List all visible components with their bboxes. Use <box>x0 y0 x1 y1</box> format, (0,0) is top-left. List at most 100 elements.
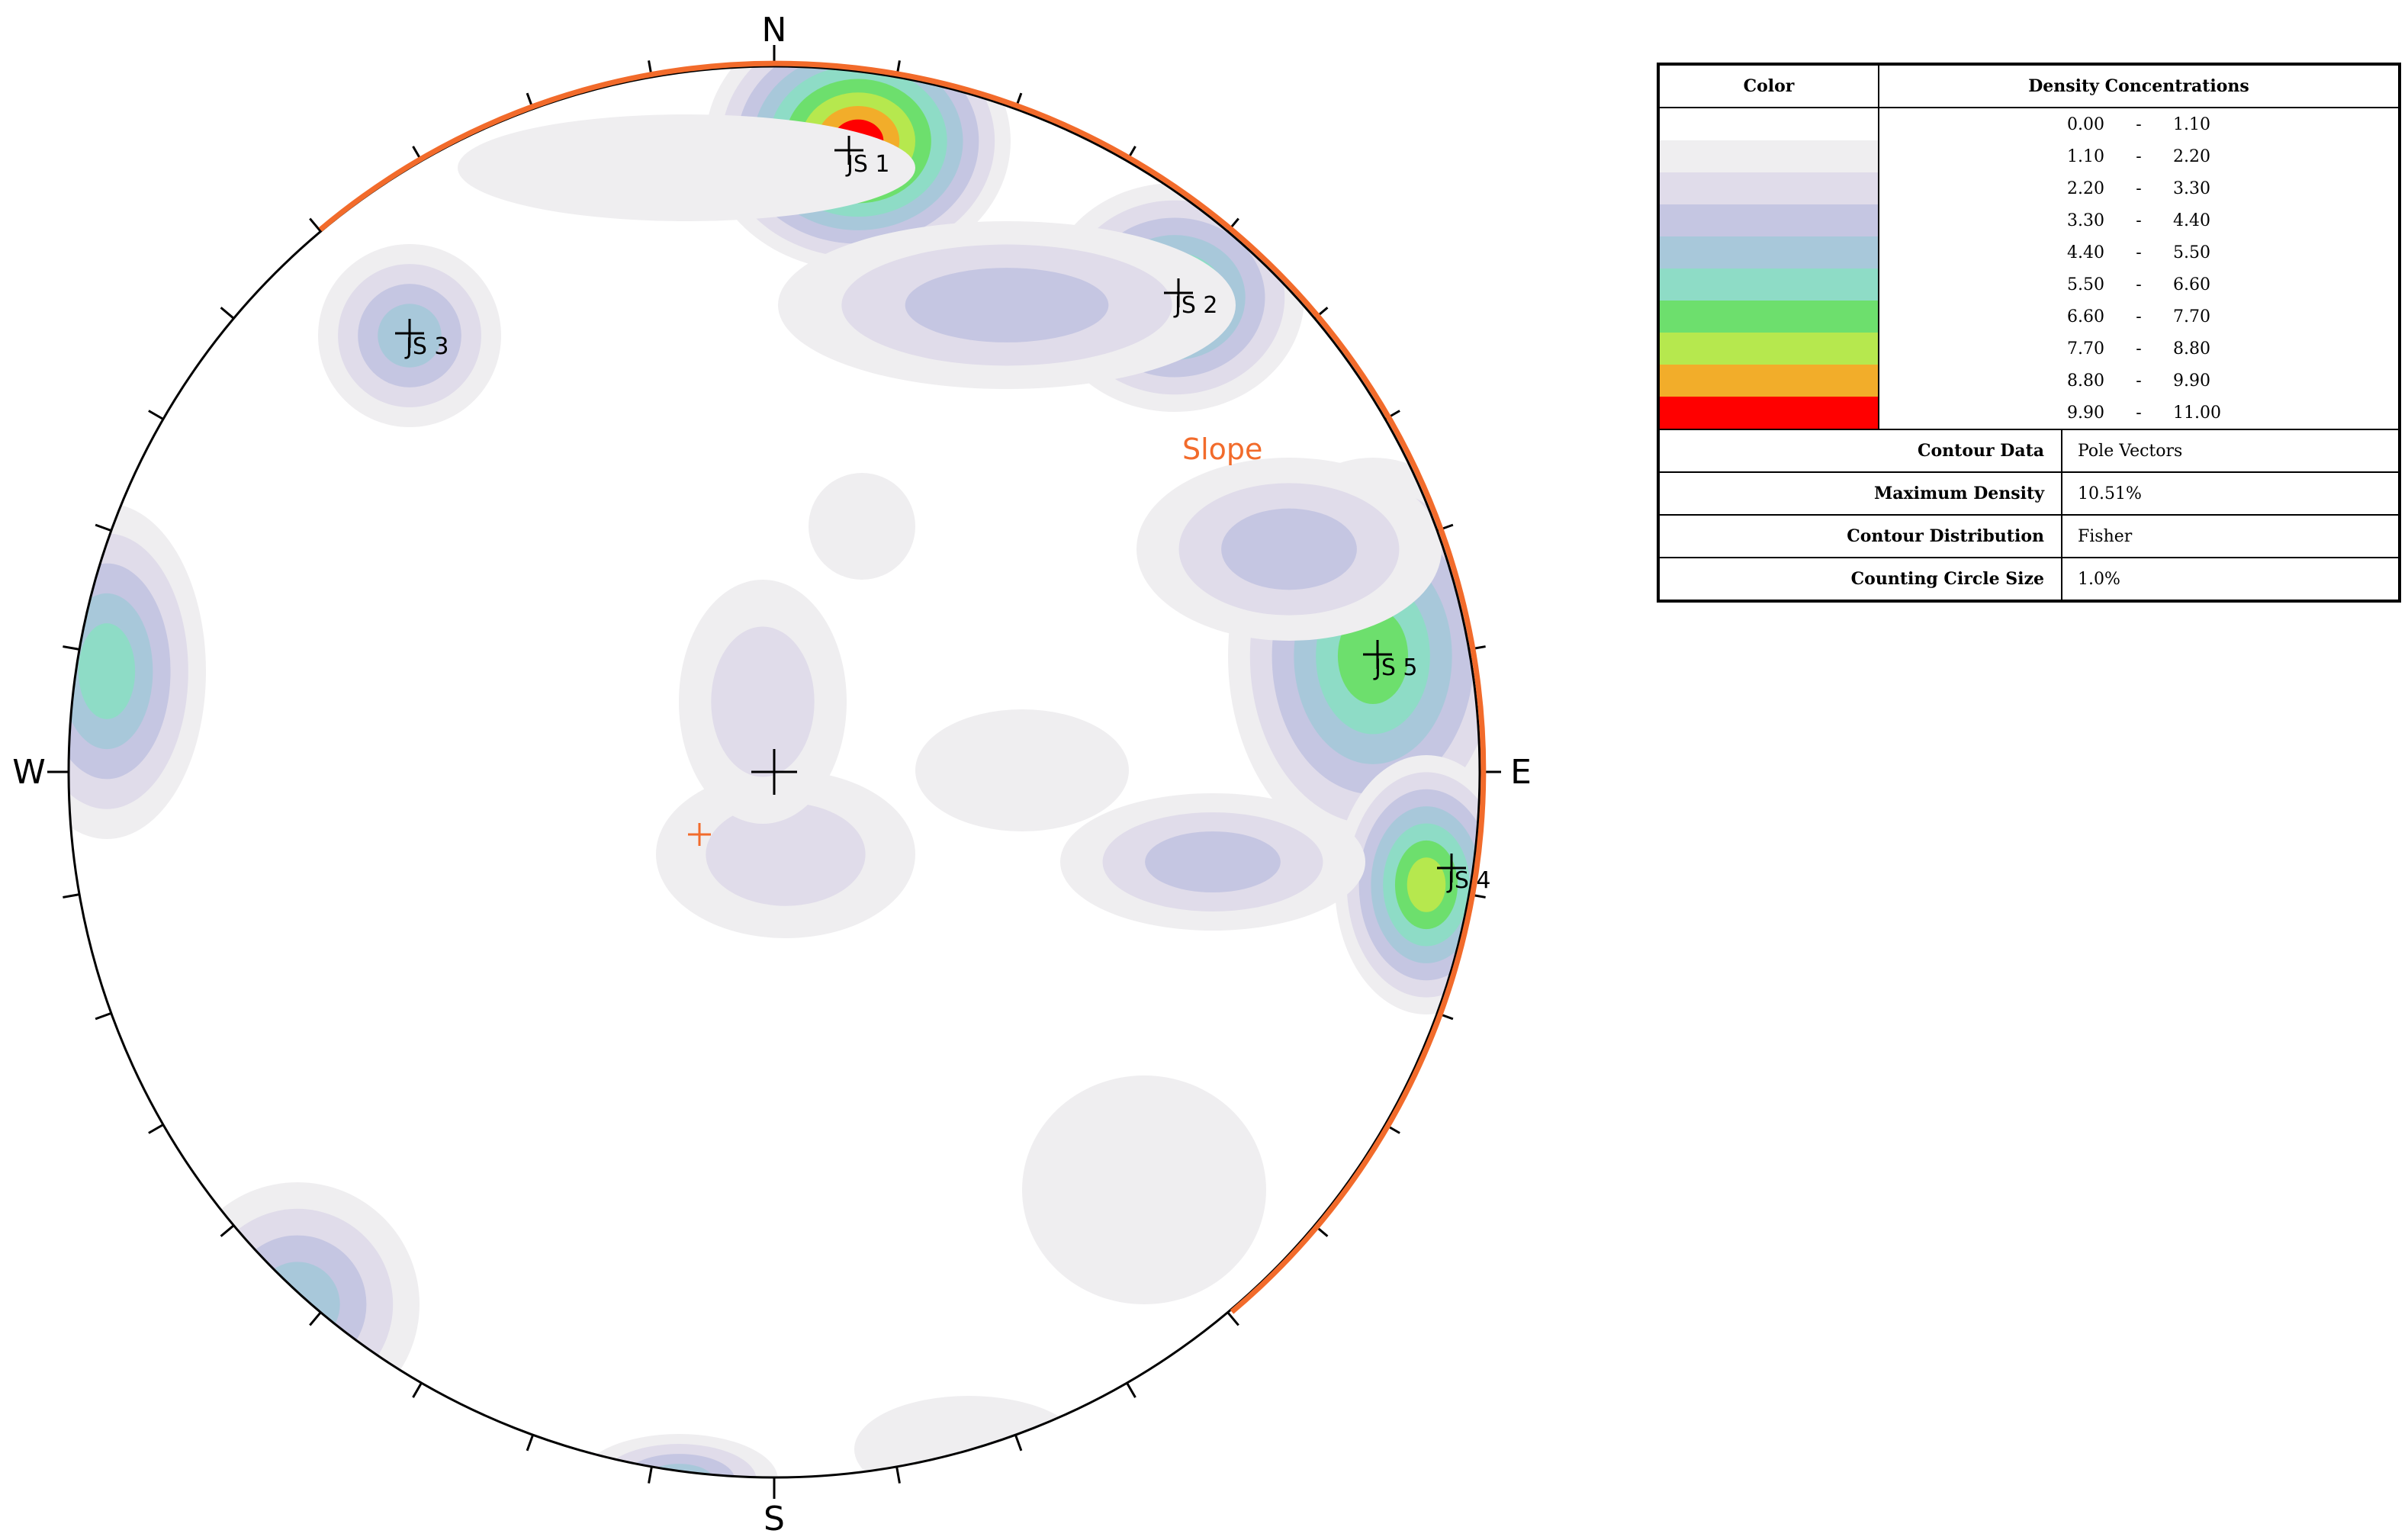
legend-swatches <box>1657 107 1879 430</box>
slope-label: Slope <box>1182 432 1262 466</box>
compass-south: S <box>764 1500 785 1538</box>
legend-swatch <box>1660 204 1878 236</box>
azimuth-tick <box>309 1311 322 1326</box>
contour-band <box>1337 607 1409 705</box>
legend-swatch <box>1660 236 1878 268</box>
legend-range-sep: - <box>2136 243 2142 262</box>
info-value-contour-data: Pole Vectors <box>2061 429 2400 473</box>
legend-range-to: 8.80 <box>2173 339 2210 358</box>
contour-band <box>809 473 915 580</box>
contour-band <box>78 623 136 719</box>
legend-range-row: 4.40 - 5.50 <box>1879 236 2398 268</box>
legend-swatch <box>1660 301 1878 333</box>
legend-range-row: 6.60 - 7.70 <box>1879 301 2398 333</box>
joint-set-js1[interactable]: JS 1 <box>834 136 890 178</box>
azimuth-tick <box>1227 1311 1239 1326</box>
legend-range-to: 6.60 <box>2173 275 2210 294</box>
azimuth-tick <box>1014 1434 1023 1452</box>
legend-range-sep: - <box>2136 211 2142 230</box>
info-value-maximum-density: 10.51% <box>2061 471 2400 516</box>
legend-range-row: 5.50 - 6.60 <box>1879 268 2398 301</box>
legend-range-row: 2.20 - 3.30 <box>1879 172 2398 204</box>
info-value-counting-circle-size: 1.0% <box>2061 557 2400 602</box>
azimuth-tick <box>412 1382 423 1398</box>
legend-range-to: 11.00 <box>2173 403 2221 423</box>
stereonet-plot: Slope JS 1 JS 2 JS 3 JS 4 JS 5 N S E W <box>12 11 1532 1538</box>
azimuth-tick <box>895 1466 901 1484</box>
joint-set-label: JS 5 <box>1373 654 1418 681</box>
info-label-contour-distribution: Contour Distribution <box>1657 514 2062 558</box>
legend-range-from: 9.90 <box>2067 403 2104 423</box>
joint-set-js4[interactable]: JS 4 <box>1437 854 1491 894</box>
contour-band <box>915 709 1129 831</box>
legend-range-row: 8.80 - 9.90 <box>1879 365 2398 397</box>
contour-band <box>255 1262 340 1347</box>
legend-range-to: 1.10 <box>2173 114 2210 134</box>
azimuth-tick <box>220 307 235 320</box>
info-label-maximum-density: Maximum Density <box>1657 471 2062 516</box>
legend-range-sep: - <box>2136 371 2142 391</box>
contour-band <box>458 114 915 221</box>
legend-range-from: 7.70 <box>2067 339 2104 358</box>
legend-swatch <box>1660 365 1878 397</box>
contour-band <box>622 1454 735 1477</box>
contour-band <box>1145 831 1281 892</box>
legend-range-to: 2.20 <box>2173 146 2210 166</box>
azimuth-tick <box>220 1224 235 1237</box>
legend-swatch <box>1660 268 1878 301</box>
legend-range-row: 3.30 - 4.40 <box>1879 204 2398 236</box>
azimuth-tick <box>526 1434 535 1452</box>
legend-swatch <box>1660 333 1878 365</box>
legend-range-row: 0.00 - 1.10 <box>1879 108 2398 140</box>
legend-range-from: 8.80 <box>2067 371 2104 391</box>
info-value-contour-distribution: Fisher <box>2061 514 2400 558</box>
legend-range-sep: - <box>2136 146 2142 166</box>
legend-range-to: 4.40 <box>2173 211 2210 230</box>
legend-swatch <box>1660 140 1878 172</box>
density-legend: Color Density Concentrations 0.00-1.10 1.… <box>1657 63 2401 603</box>
joint-set-js5[interactable]: JS 5 <box>1363 640 1418 681</box>
azimuth-tick <box>648 1466 653 1484</box>
legend-range-from: 6.60 <box>2067 307 2104 326</box>
legend-ranges: 0.00-1.10 1.10-2.20 2.20-3.30 3.30-4.40 4.40… <box>1878 107 2400 430</box>
slope-pole-marker <box>688 823 711 846</box>
legend-range-sep: - <box>2136 275 2142 294</box>
contour-band <box>711 626 815 777</box>
joint-set-js2[interactable]: JS 2 <box>1164 278 1218 319</box>
legend-range-to: 7.70 <box>2173 307 2210 326</box>
legend-range-from: 4.40 <box>2067 243 2104 262</box>
joint-set-js3[interactable]: JS 3 <box>395 319 449 360</box>
legend-range-row: 7.70 - 8.80 <box>1879 333 2398 365</box>
contour-band <box>644 1464 714 1477</box>
joint-set-label: JS 3 <box>404 333 449 360</box>
legend-range-sep: - <box>2136 403 2142 423</box>
legend-range-from: 0.00 <box>2067 114 2104 134</box>
contour-band <box>706 802 866 906</box>
legend-range-sep: - <box>2136 114 2142 134</box>
legend-range-sep: - <box>2136 339 2142 358</box>
legend-range-from: 1.10 <box>2067 146 2104 166</box>
contour-band <box>1022 1075 1266 1304</box>
azimuth-tick <box>1126 1382 1136 1398</box>
info-label-counting-circle-size: Counting Circle Size <box>1657 557 2062 602</box>
compass-north: N <box>762 11 787 50</box>
center-cross <box>751 749 797 795</box>
contour-band <box>1221 508 1357 590</box>
azimuth-tick <box>148 410 164 420</box>
legend-range-row: 9.90 - 11.00 <box>1879 397 2398 429</box>
legend-range-from: 3.30 <box>2067 211 2104 230</box>
azimuth-tick <box>63 893 80 899</box>
legend-swatch <box>1660 397 1878 429</box>
legend-range-to: 9.90 <box>2173 371 2210 391</box>
legend-color-header: Color <box>1657 63 1879 108</box>
legend-range-sep: - <box>2136 307 2142 326</box>
joint-set-label: JS 2 <box>1173 292 1218 319</box>
legend-range-from: 2.20 <box>2067 178 2104 198</box>
contour-band <box>905 268 1109 342</box>
azimuth-tick <box>95 523 112 532</box>
legend-density-header: Density Concentrations <box>1878 63 2400 108</box>
azimuth-tick <box>95 1011 112 1021</box>
legend-range-row: 1.10 - 2.20 <box>1879 140 2398 172</box>
compass-west: W <box>12 753 46 792</box>
joint-set-label: JS 4 <box>1446 867 1491 894</box>
